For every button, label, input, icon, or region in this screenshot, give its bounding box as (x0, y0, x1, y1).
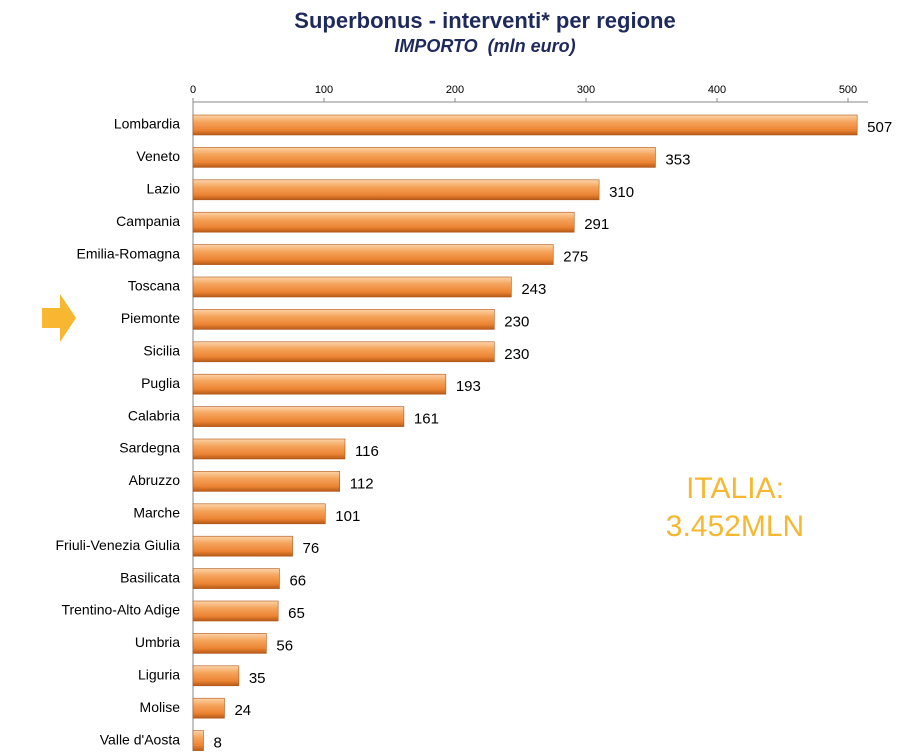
bar (192, 730, 204, 751)
value-label: 35 (249, 670, 266, 687)
annotation: ITALIA: (686, 472, 784, 505)
value-label: 193 (456, 378, 481, 395)
y-tick-label: Molise (140, 699, 181, 715)
y-tick-label: Veneto (136, 148, 180, 164)
chart-title: Superbonus - interventi* per regione (294, 8, 675, 33)
value-label: 76 (303, 540, 320, 557)
value-label: 230 (504, 313, 529, 330)
value-label: 275 (563, 249, 588, 266)
value-label: 101 (335, 508, 360, 525)
bar (192, 211, 575, 233)
arrow (42, 294, 76, 342)
bar (192, 406, 405, 427)
bar (192, 276, 512, 298)
y-tick-label: Emilia-Romagna (77, 245, 181, 261)
bar (192, 503, 326, 525)
bar (192, 697, 225, 719)
bar (192, 373, 447, 395)
y-tick-label: Umbria (135, 634, 180, 650)
x-tick-label: 200 (446, 84, 464, 96)
bar (192, 633, 267, 654)
y-tick-label: Puglia (141, 375, 180, 391)
y-tick-label: Lombardia (114, 116, 180, 132)
y-tick-label: Trentino-Alto Adige (61, 602, 180, 618)
bar (192, 179, 600, 201)
bar (192, 568, 280, 589)
bar (192, 244, 554, 265)
value-label: 66 (289, 573, 306, 590)
value-label: 243 (521, 281, 546, 298)
y-tick-label: Marche (133, 505, 180, 521)
bar (192, 665, 240, 687)
value-label: 353 (665, 151, 690, 168)
y-tick-label: Campania (116, 213, 180, 229)
y-tick-label: Calabria (128, 407, 180, 423)
value-label: 116 (355, 443, 379, 460)
y-tick-label: Friuli-Venezia Giulia (56, 537, 181, 553)
bar (192, 471, 341, 492)
bar (192, 147, 656, 168)
bar (192, 341, 495, 363)
x-tick-label: 400 (708, 84, 726, 96)
x-tick-label: 300 (577, 84, 595, 96)
y-tick-label: Sicilia (143, 343, 180, 359)
annotation: 3.452MLN (666, 510, 804, 543)
value-label: 8 (213, 735, 221, 751)
bar (192, 438, 346, 460)
y-tick-label: Basilicata (120, 569, 180, 585)
x-tick-label: 0 (190, 84, 196, 96)
value-label: 56 (276, 637, 293, 654)
value-label: 291 (584, 216, 609, 233)
value-label: 507 (867, 119, 892, 136)
y-tick-label: Valle d'Aosta (100, 731, 180, 747)
bar (192, 600, 279, 622)
value-label: 65 (288, 605, 305, 622)
y-tick-label: Abruzzo (129, 472, 181, 488)
bar (192, 535, 293, 557)
bar (192, 309, 495, 330)
value-label: 161 (414, 411, 439, 428)
value-label: 230 (504, 346, 529, 363)
y-tick-label: Sardegna (119, 440, 180, 456)
x-tick-label: 500 (839, 84, 857, 96)
value-label: 310 (609, 184, 634, 201)
y-tick-label: Lazio (147, 181, 181, 197)
value-label: 24 (234, 702, 251, 719)
bar (192, 114, 858, 136)
chart-subtitle: IMPORTO (mln euro) (394, 36, 575, 56)
x-tick-label: 100 (315, 84, 333, 96)
y-tick-label: Liguria (138, 667, 180, 683)
y-tick-label: Piemonte (121, 310, 180, 326)
value-label: 112 (350, 475, 374, 492)
y-tick-label: Toscana (128, 278, 180, 294)
